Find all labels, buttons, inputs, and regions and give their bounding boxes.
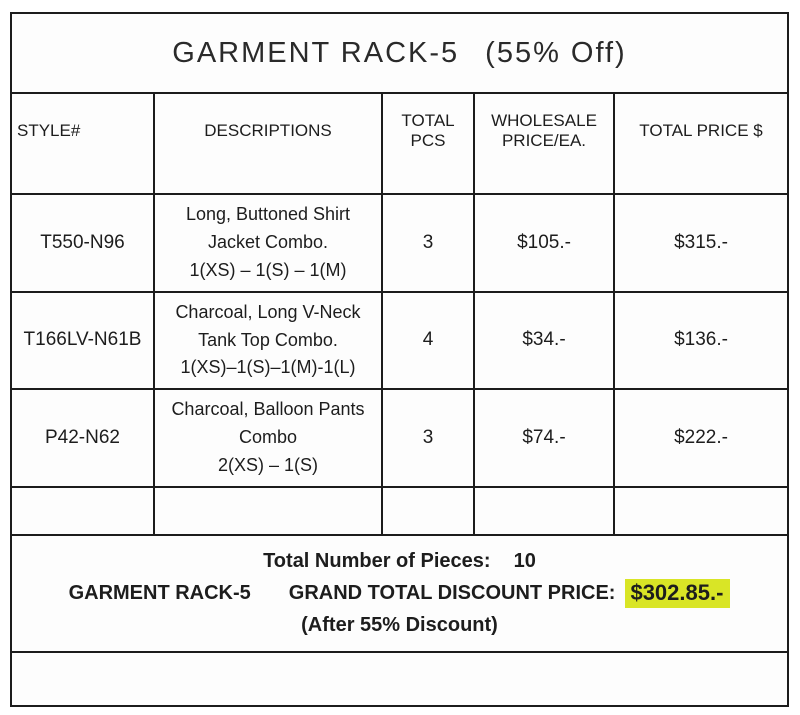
column-header-descriptions: DESCRIPTIONS: [155, 94, 383, 195]
total-pcs-cell: 4: [383, 293, 475, 390]
total-pcs-cell: 3: [383, 195, 475, 293]
style-cell: T550-N96: [12, 195, 155, 293]
wholesale-price-cell: $105.-: [475, 195, 615, 293]
column-header-total-pcs: TOTAL PCS: [383, 94, 475, 195]
column-header-total-price: TOTAL PRICE $: [615, 94, 787, 195]
column-header-style: STYLE#: [12, 94, 155, 195]
description-cell: Long, Buttoned Shirt Jacket Combo. 1(XS)…: [155, 195, 383, 293]
total-pieces-value: 10: [513, 550, 536, 572]
sheet-title-discount: (55% Off): [485, 36, 627, 69]
total-pcs-cell: 3: [383, 390, 475, 488]
after-discount-note: (After 55% Discount): [301, 614, 498, 636]
grand-total-line: GARMENT RACK-5 GRAND TOTAL DISCOUNT PRIC…: [69, 579, 731, 608]
grand-total-value: $302.85.-: [625, 579, 731, 608]
bottom-empty-row: [12, 653, 787, 705]
empty-cell: [615, 488, 787, 536]
style-cell: T166LV-N61B: [12, 293, 155, 390]
total-price-cell: $222.-: [615, 390, 787, 488]
grand-total-label: GRAND TOTAL DISCOUNT PRICE:: [288, 582, 616, 604]
wholesale-price-cell: $34.-: [475, 293, 615, 390]
price-sheet: GARMENT RACK-5 (55% Off) STYLE# DESCRIPT…: [10, 12, 789, 707]
total-price-cell: $315.-: [615, 195, 787, 293]
description-cell: Charcoal, Long V-Neck Tank Top Combo. 1(…: [155, 293, 383, 390]
empty-cell: [383, 488, 475, 536]
empty-cell: [12, 488, 155, 536]
column-header-wholesale-price: WHOLESALE PRICE/EA.: [475, 94, 615, 195]
summary-section: Total Number of Pieces: 10 GARMENT RACK-…: [12, 536, 787, 653]
empty-cell: [475, 488, 615, 536]
sheet-title-name: GARMENT RACK-5: [172, 36, 460, 69]
style-cell: P42-N62: [12, 390, 155, 488]
empty-cell: [155, 488, 383, 536]
wholesale-price-cell: $74.-: [475, 390, 615, 488]
description-cell: Charcoal, Balloon Pants Combo 2(XS) – 1(…: [155, 390, 383, 488]
total-price-cell: $136.-: [615, 293, 787, 390]
sheet-title: GARMENT RACK-5 (55% Off): [12, 14, 787, 94]
rack-label: GARMENT RACK-5: [68, 582, 251, 604]
total-pieces-line: Total Number of Pieces: 10: [263, 550, 536, 573]
total-pieces-label: Total Number of Pieces:: [263, 550, 491, 572]
